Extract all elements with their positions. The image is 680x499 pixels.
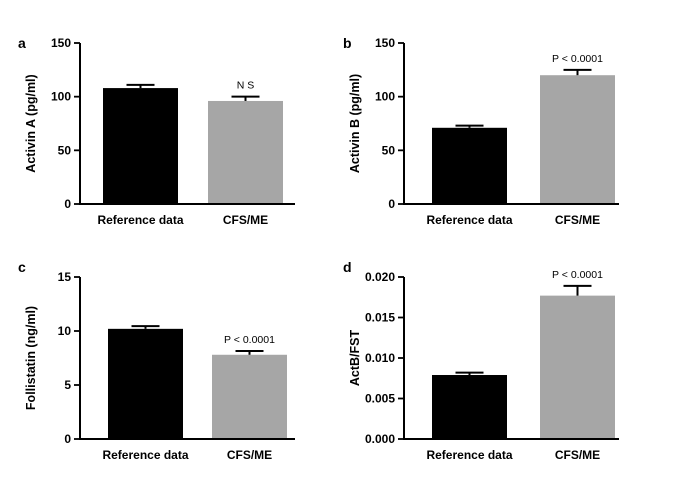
y-tick-label: 0.015: [365, 311, 395, 325]
panel-letter: c: [18, 259, 26, 275]
x-category-label: Reference data: [102, 448, 188, 462]
y-tick-label: 0: [64, 432, 71, 446]
significance-annotation: P < 0.0001: [552, 53, 603, 65]
y-tick-label: 0.020: [365, 270, 395, 284]
significance-annotation: P < 0.0001: [224, 334, 275, 346]
chart-panel-d: d ActB/FST 0.000 0.005 0.010 0.015 0.020 Refere…: [343, 259, 619, 462]
y-tick-label: 150: [375, 36, 395, 50]
y-tick-label: 15: [58, 270, 72, 284]
y-tick-label: 5: [64, 378, 71, 392]
y-tick-label: 0.005: [365, 392, 395, 406]
y-tick-label: 100: [51, 90, 71, 104]
y-tick-label: 100: [375, 90, 395, 104]
x-category-label: Reference data: [426, 448, 512, 462]
y-tick-label: 150: [51, 36, 71, 50]
y-tick-label: 0: [64, 197, 71, 211]
bar-reference: [432, 375, 507, 439]
x-category-label: CFS/ME: [227, 448, 272, 462]
y-axis-label: Activin A (pg/ml): [24, 74, 38, 172]
panel-letter: b: [343, 35, 352, 51]
chart-panel-a: a Activin A (pg/ml) 0 50 100 150 Reference dat…: [18, 35, 295, 227]
panel-letter: d: [343, 259, 352, 275]
bar-reference: [432, 127, 507, 204]
x-category-label: CFS/ME: [223, 213, 268, 227]
bar-reference: [103, 88, 178, 204]
significance-annotation: P < 0.0001: [552, 269, 603, 281]
x-category-label: Reference data: [426, 213, 512, 227]
bar-reference: [108, 328, 183, 439]
y-tick-label: 50: [382, 143, 396, 157]
y-tick-label: 0.010: [365, 351, 395, 365]
panel-letter: a: [18, 35, 26, 51]
y-tick-label: 50: [58, 143, 72, 157]
x-category-label: CFS/ME: [555, 448, 600, 462]
y-tick-label: 0.000: [365, 432, 395, 446]
y-tick-label: 0: [388, 197, 395, 211]
y-tick-label: 10: [58, 324, 72, 338]
x-category-label: CFS/ME: [555, 213, 600, 227]
chart-panel-c: c Follistatin (ng/ml) 0 5 10 15 Reference data…: [18, 259, 295, 462]
chart-panel-b: b Activin B (pg/ml) 0 50 100 150 Reference dat…: [343, 35, 619, 227]
bar-cfs-me: [540, 75, 615, 204]
bar-cfs-me: [540, 295, 615, 439]
y-axis-label: ActB/FST: [348, 330, 362, 387]
bar-cfs-me: [208, 100, 283, 204]
y-axis-label: Follistatin (ng/ml): [24, 306, 38, 410]
x-category-label: Reference data: [97, 213, 183, 227]
y-axis-label: Activin B (pg/ml): [348, 74, 362, 173]
bar-cfs-me: [212, 354, 287, 439]
significance-annotation: N S: [237, 80, 255, 92]
